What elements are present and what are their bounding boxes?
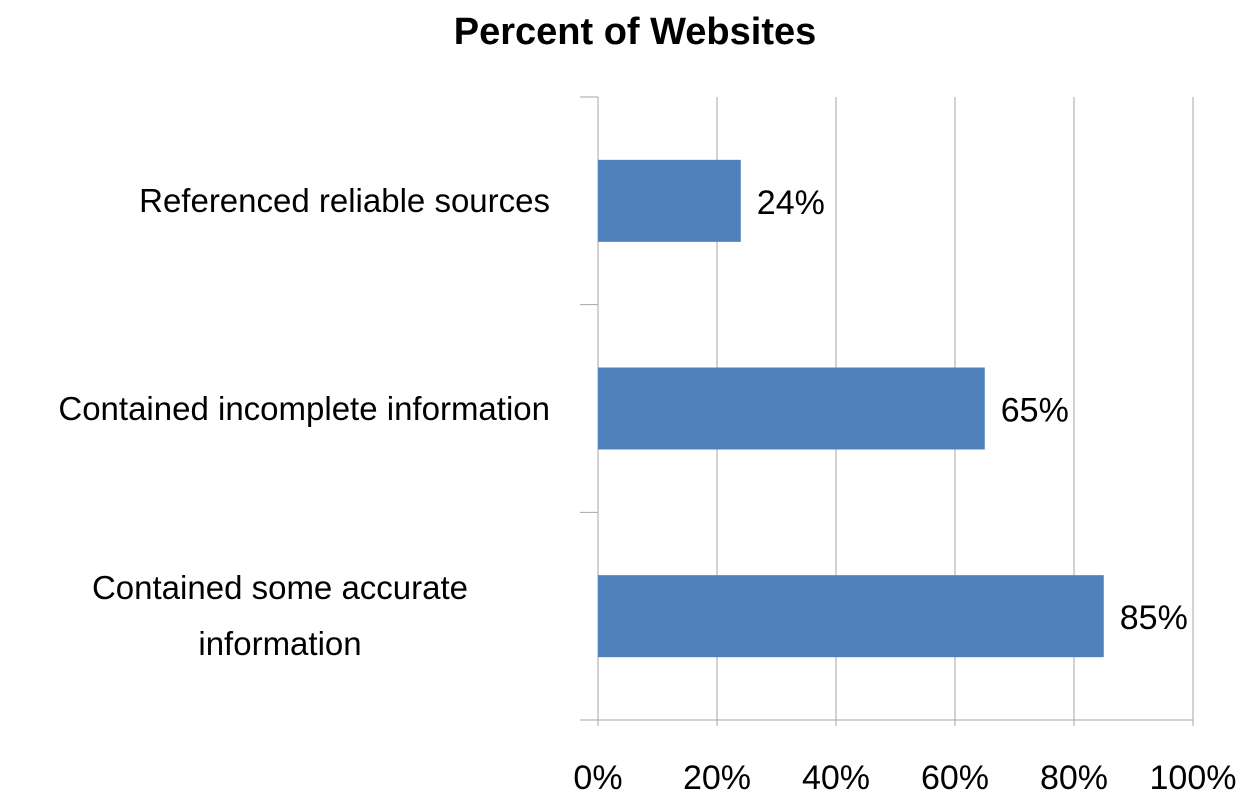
- x-tick-label: 40%: [802, 759, 870, 797]
- y-tick-label: Contained some accurate information: [10, 560, 550, 672]
- value-label: 65%: [1001, 391, 1069, 429]
- chart-title: Percent of Websites: [454, 11, 817, 53]
- x-tick-label: 100%: [1150, 759, 1237, 797]
- bar: [598, 160, 741, 242]
- category-label-box: Contained incomplete information: [58, 339, 550, 479]
- x-tick-label: 60%: [921, 759, 989, 797]
- y-tick-label: Referenced reliable sources: [139, 173, 550, 229]
- x-tick-label: 80%: [1040, 759, 1108, 797]
- chart-container: Percent of Websites 0% 20% 40% 60% 80% 100% 24…: [0, 0, 1250, 800]
- y-tick-label: Contained incomplete information: [58, 381, 550, 437]
- x-tick-label: 20%: [683, 759, 751, 797]
- category-label-box: Contained some accurate information: [10, 546, 550, 686]
- category-label-box: Referenced reliable sources: [139, 131, 550, 271]
- bar: [598, 575, 1104, 657]
- bar: [598, 368, 985, 450]
- value-label: 24%: [757, 184, 825, 222]
- value-label: 85%: [1120, 599, 1188, 637]
- x-tick-label: 0%: [573, 759, 622, 797]
